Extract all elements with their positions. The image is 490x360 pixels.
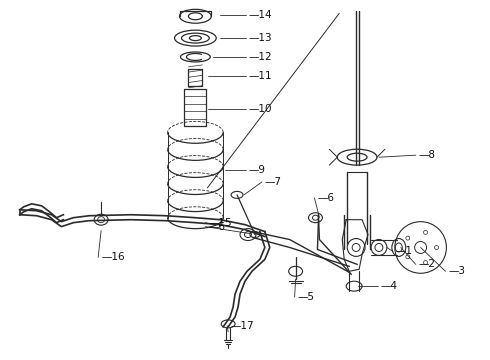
Text: —17: —17	[230, 321, 254, 331]
Text: —8: —8	[418, 150, 436, 160]
Text: —13: —13	[249, 33, 272, 43]
Text: —3: —3	[448, 266, 466, 276]
Text: —6: —6	[318, 193, 335, 203]
Text: —9: —9	[249, 165, 266, 175]
Text: —6: —6	[208, 222, 225, 231]
Text: —5: —5	[297, 292, 315, 302]
Text: —10: —10	[249, 104, 272, 113]
Text: —15: —15	[208, 218, 232, 228]
Text: —16: —16	[101, 252, 125, 262]
Text: —4: —4	[381, 281, 398, 291]
Text: —14: —14	[249, 10, 272, 20]
Text: —1: —1	[396, 247, 413, 256]
Text: —11: —11	[249, 71, 272, 81]
Text: —7: —7	[265, 177, 282, 187]
Text: —12: —12	[249, 52, 272, 62]
Text: —2: —2	[418, 259, 436, 269]
